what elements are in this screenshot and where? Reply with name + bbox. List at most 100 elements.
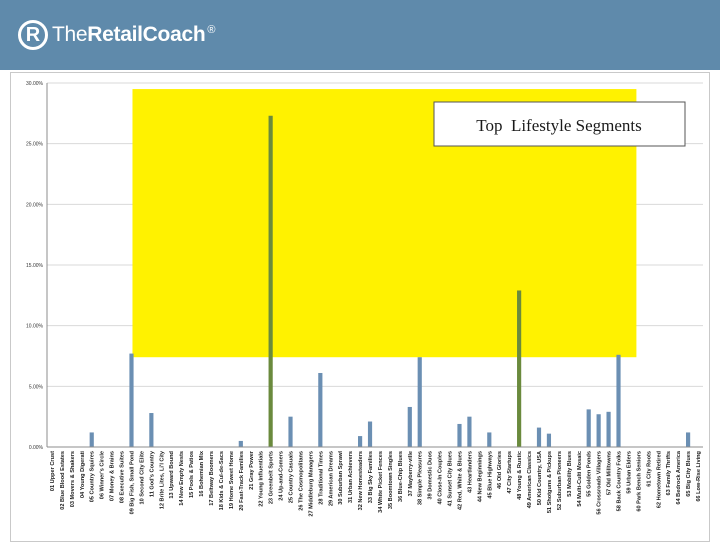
x-tick-label: 39 Domestic Duos: [428, 451, 434, 500]
x-tick-label: 52 Suburban Pioneers: [557, 451, 563, 510]
x-tick-label: 64 Bedrock America: [676, 450, 682, 504]
x-tick-label: 45 Blue Highways: [487, 451, 493, 499]
x-tick-label: 48 Young & Rustic: [517, 451, 523, 500]
bar: [686, 432, 690, 447]
x-tick-label: 37 Mayberry-ville: [408, 451, 414, 496]
bar: [288, 417, 292, 447]
x-tick-label: 44 New Beginnings: [477, 451, 483, 502]
bar: [358, 436, 362, 447]
bar: [606, 412, 610, 447]
x-tick-label: 43 Heartlanders: [467, 451, 473, 493]
x-tick-label: 41 Sunset City Blues: [448, 451, 454, 506]
x-tick-label: 59 Urban Elders: [626, 451, 632, 494]
bar: [408, 407, 412, 447]
bar: [149, 413, 153, 447]
x-tick-label: 07 Money & Brains: [110, 451, 116, 501]
bar: [547, 434, 551, 447]
x-tick-label: 33 Big Sky Families: [368, 451, 374, 503]
x-tick-label: 20 Fast-Track Families: [239, 451, 245, 511]
registered-mark: ®: [207, 24, 215, 36]
bar: [537, 428, 541, 447]
x-tick-label: 49 American Classics: [527, 451, 533, 508]
bar: [318, 373, 322, 447]
x-tick-label: 34 White Picket Fences: [378, 451, 384, 513]
x-tick-label: 63 Family Thrifts: [666, 451, 672, 495]
bar: [129, 354, 133, 447]
header-bar: R TheRetailCoach ®: [0, 0, 720, 70]
x-tick-label: 22 Young Influentials: [259, 451, 265, 507]
x-tick-label: 26 The Cosmopolitans: [298, 451, 304, 511]
brand-logo: R TheRetailCoach ®: [18, 20, 215, 50]
x-tick-label: 54 Multi-Culti Mosaic: [577, 451, 583, 507]
x-tick-label: 17 Beltway Boomers: [209, 451, 215, 506]
x-tick-label: 23 Greenbelt Sports: [269, 451, 275, 504]
x-tick-label: 18 Kids & Cul-de-Sacs: [219, 451, 225, 510]
brand-name: TheRetailCoach ®: [52, 23, 215, 47]
x-tick-label: 53 Mobility Blues: [567, 451, 573, 497]
y-tick-label: 0.00%: [29, 445, 44, 451]
x-tick-label: 05 Country Squires: [90, 451, 96, 502]
bar: [587, 409, 591, 447]
x-tick-label: 25 Country Casuals: [289, 451, 295, 503]
x-tick-label: 16 Bohemian Mix: [199, 450, 205, 497]
x-tick-label: 04 Young Digerati: [80, 451, 86, 498]
bar: [487, 432, 491, 447]
chart-frame: 0.00% 5.00% 10.00% 15.00% 20.00% 25.00% 30.00%…: [10, 72, 710, 542]
x-tick-label: 40 Close-In Couples: [438, 451, 444, 504]
x-tick-label: 42 Red, White & Blues: [457, 451, 463, 510]
x-tick-label: 28 Traditional Times: [318, 451, 324, 505]
brand-name-bold: RetailCoach: [87, 23, 205, 46]
x-tick-label: 56 Crossroads Villagers: [597, 451, 603, 515]
bar: [368, 422, 372, 447]
bar: [616, 355, 620, 447]
x-tick-label: 15 Pools & Patios: [189, 451, 195, 498]
x-tick-label: 09 Big Fish, Small Pond: [129, 450, 135, 514]
brand-name-light: The: [52, 23, 87, 46]
y-tick-label: 20.00%: [26, 202, 44, 208]
bar: [418, 357, 422, 447]
x-tick-label: 51 Shotguns & Pickups: [547, 451, 553, 513]
x-tick-label: 38 Simple Pleasures: [418, 451, 424, 505]
x-tick-label: 47 City Startups: [507, 451, 513, 494]
y-tick-label: 25.00%: [26, 142, 44, 148]
x-tick-label: 14 New Empty Nests: [179, 451, 185, 506]
x-tick-label: 55 Golden Ponds: [587, 451, 593, 497]
bar: [597, 414, 601, 447]
x-tick-label: 02 Blue Blood Estates: [60, 451, 66, 510]
y-tick-label: 10.00%: [26, 324, 44, 330]
y-tick-label: 15.00%: [26, 263, 44, 269]
x-tick-label: 30 Suburban Sprawl: [338, 451, 344, 505]
x-tick-label: 21 Gray Power: [249, 450, 255, 490]
x-tick-label: 19 Home Sweet Home: [229, 451, 235, 509]
x-tick-label: 50 Kid Country, USA: [537, 451, 543, 505]
x-tick-label: 29 American Dreams: [328, 451, 334, 506]
chart-title: Top Lifestyle Segments: [476, 116, 641, 135]
x-tick-label: 27 Middleburg Managers: [308, 451, 314, 517]
x-tick-label: 57 Old Milltowns: [607, 451, 613, 495]
x-tick-label: 12 Brite Lites, Li'l City: [159, 450, 165, 509]
y-tick-label: 30.00%: [26, 81, 44, 87]
lifestyle-segments-chart: 0.00% 5.00% 10.00% 15.00% 20.00% 25.00% 30.00%…: [11, 73, 710, 542]
x-tick-label: 08 Executive Suites: [120, 451, 126, 503]
x-tick-label: 03 Movers & Shakers: [70, 451, 76, 507]
y-tick-label: 5.00%: [29, 384, 44, 390]
x-tick-label: 10 Second City Elite: [139, 451, 145, 504]
x-tick-label: 11 God's Country: [149, 450, 155, 497]
x-tick-label: 65 Big City Blues: [686, 451, 692, 497]
x-tick-label: 35 Boomtown Singles: [388, 451, 394, 509]
bar: [467, 417, 471, 447]
x-tick-label: 32 New Homesteaders: [358, 451, 364, 510]
x-tick-label: 60 Park Bench Seniors: [636, 451, 642, 512]
x-tick-label: 58 Back Country Folks: [617, 451, 623, 511]
x-tick-label: 13 Upward Bound: [169, 450, 175, 498]
bar: [457, 424, 461, 447]
x-tick-label: 66 Low-Rise Living: [696, 450, 702, 501]
bar: [517, 290, 521, 447]
bar: [90, 432, 94, 447]
x-tick-label: 06 Winner's Circle: [100, 451, 106, 499]
x-tick-label: 01 Upper Crust: [50, 451, 56, 491]
bar: [239, 441, 243, 447]
x-tick-label: 24 Up-and-Comers: [279, 451, 285, 501]
brand-logo-icon: R: [18, 20, 48, 50]
bar: [269, 116, 273, 447]
